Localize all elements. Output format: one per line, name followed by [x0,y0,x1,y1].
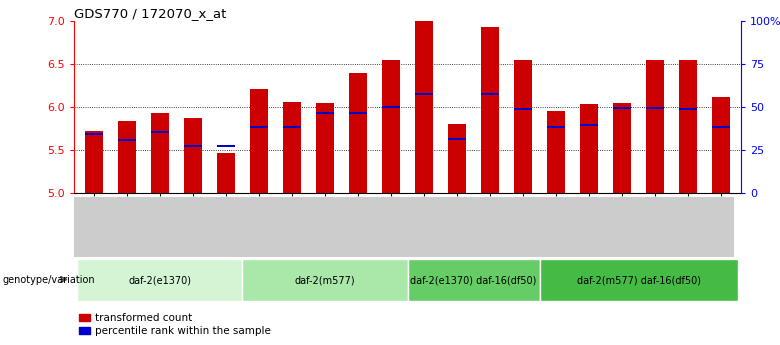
Bar [415,93,433,95]
Text: genotype/variation: genotype/variation [2,275,95,285]
Bar [646,107,665,109]
Bar [646,60,665,193]
Bar [283,102,301,193]
Bar [448,124,466,193]
Bar [85,131,103,193]
Bar [283,126,301,128]
Text: daf-2(e1370) daf-16(df50): daf-2(e1370) daf-16(df50) [410,275,537,285]
Bar [382,60,400,193]
Bar [679,108,697,110]
Text: daf-2(e1370): daf-2(e1370) [129,275,191,285]
Bar [514,108,532,110]
Bar [217,145,235,147]
Bar [580,124,598,126]
Text: GDS770 / 172070_x_at: GDS770 / 172070_x_at [74,7,226,20]
Legend: transformed count, percentile rank within the sample: transformed count, percentile rank withi… [80,313,271,336]
Bar [250,89,268,193]
Bar [151,131,169,133]
Bar [613,107,631,109]
Text: daf-2(m577): daf-2(m577) [295,275,356,285]
Bar [712,126,730,128]
Bar [481,27,499,193]
Bar [415,21,433,193]
Bar [85,132,103,135]
Bar [243,259,407,301]
Bar [77,259,243,301]
Bar [349,112,367,114]
Bar [118,139,136,141]
Bar [407,259,540,301]
Bar [712,97,730,193]
Text: daf-2(m577) daf-16(df50): daf-2(m577) daf-16(df50) [576,275,700,285]
Bar [349,73,367,193]
Bar [184,145,202,147]
Bar [679,60,697,193]
Bar [481,93,499,95]
Bar [448,138,466,140]
Bar [580,104,598,193]
Bar [382,106,400,108]
Bar [316,103,334,193]
Bar [613,103,631,193]
Bar [547,111,566,193]
Bar [514,60,532,193]
Bar [547,126,566,128]
Bar [118,121,136,193]
Bar [250,126,268,128]
Bar [316,112,334,114]
Bar [217,152,235,193]
Bar [540,259,738,301]
Bar [184,118,202,193]
Bar [151,113,169,193]
